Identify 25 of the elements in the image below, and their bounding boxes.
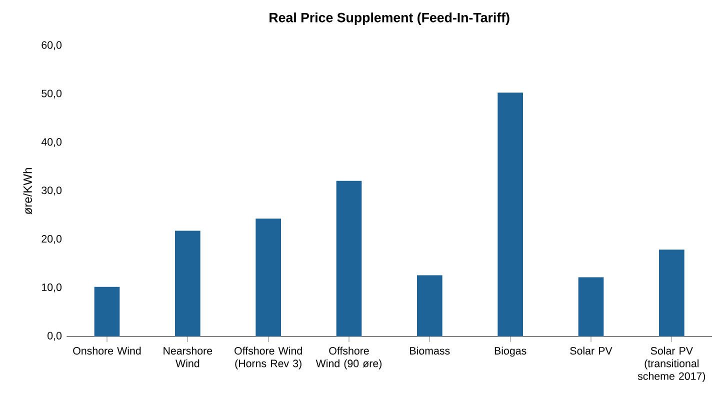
bar [175,230,200,336]
y-axis-title: øre/KWh [23,168,32,214]
bar [94,286,120,336]
x-tick-label: Nearshore Wind [164,346,212,368]
bar [498,92,524,336]
y-tick-label: 20,0 [42,235,62,244]
x-tick-label: Solar PV (transitional scheme 2017) [638,346,706,382]
y-tick-label: 0,0 [48,332,62,341]
x-tick-label: Offshore Wind (90 øre) [316,346,382,370]
x-tick-label: Offshore Wind (Horns Rev 3) [234,346,302,370]
bar [256,218,282,336]
y-tick-label: 10,0 [42,283,62,292]
x-tick-label: Biogas [494,346,526,357]
x-tick-label: Biomass [410,346,450,355]
y-tick-label: 30,0 [42,186,62,196]
bar [417,275,442,336]
y-tick-label: 40,0 [41,138,62,147]
chart-title: Real Price Supplement (Feed-In-Tariff) [270,12,510,25]
y-tick-label: 50,0 [42,90,62,99]
x-tick-label: Onshore Wind [73,346,141,355]
bar [336,180,362,336]
bar [578,277,604,336]
y-tick-label: 60,0 [42,41,62,50]
bar [659,250,684,336]
x-tick-label: Solar PV [570,346,612,355]
